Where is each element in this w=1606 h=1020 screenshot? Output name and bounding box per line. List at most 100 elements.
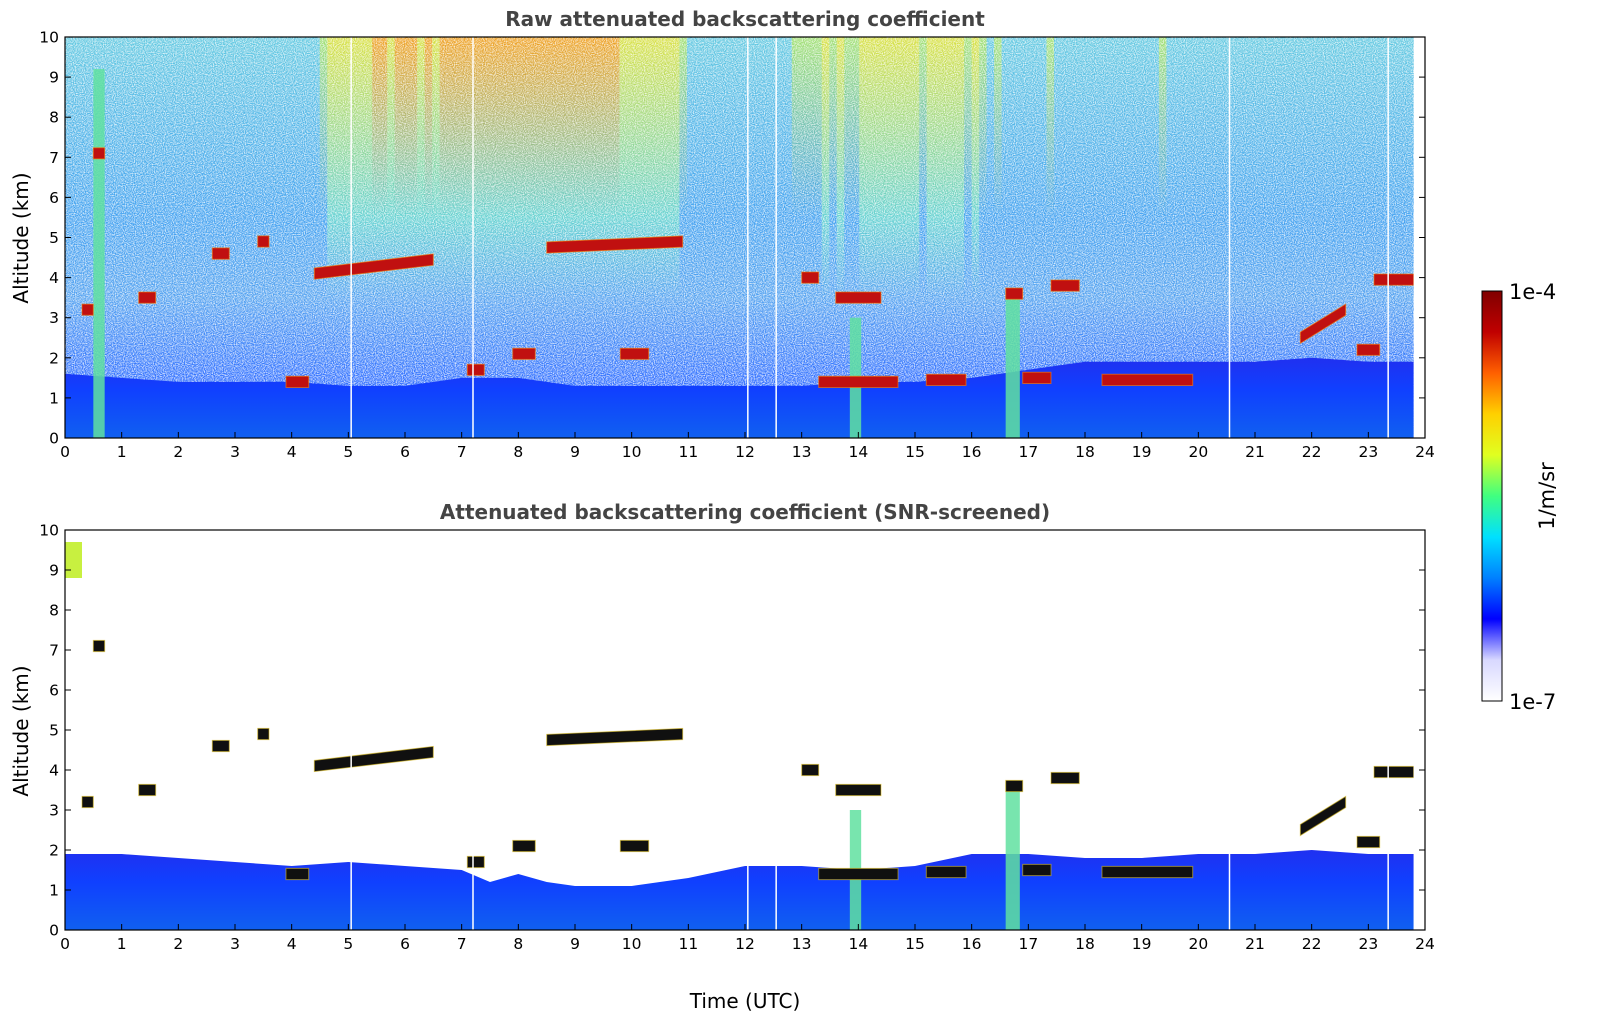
cloud-layer bbox=[314, 253, 434, 280]
cloud-layer-edge bbox=[81, 795, 94, 809]
cloud-layer-edge bbox=[1022, 371, 1052, 384]
top-y-axis: 0 1 2 3 4 5 6 7 8 9 10 bbox=[39, 29, 1425, 448]
x-tick-label: 15 bbox=[905, 443, 925, 461]
cloud-layer-edge bbox=[285, 375, 310, 388]
cloud-layer bbox=[926, 866, 966, 878]
colorbar-gradient bbox=[1481, 290, 1503, 702]
y-tick-label: 2 bbox=[49, 349, 59, 367]
y-tick-label: 8 bbox=[49, 109, 59, 127]
y-tick-label: 6 bbox=[49, 682, 59, 700]
colorbar-min-label: 1e-7 bbox=[1509, 690, 1556, 714]
cloud-layer bbox=[1374, 766, 1414, 778]
x-tick-label: 17 bbox=[1018, 443, 1038, 461]
x-tick-label: 13 bbox=[792, 935, 812, 953]
y-tick-label: 8 bbox=[49, 602, 59, 620]
cloud-layer-edge bbox=[925, 865, 967, 879]
cloud-layer bbox=[818, 376, 898, 388]
cloud-layer bbox=[257, 728, 269, 740]
x-tick-label: 5 bbox=[343, 443, 353, 461]
cloud-layer-edge bbox=[92, 147, 106, 160]
y-tick-label: 10 bbox=[39, 29, 59, 47]
cloud-layer-edge bbox=[818, 867, 899, 881]
x-tick-label: 23 bbox=[1358, 935, 1378, 953]
y-tick-label: 7 bbox=[49, 149, 59, 167]
cloud-layer-edge bbox=[801, 763, 820, 777]
cloud-layer bbox=[835, 784, 881, 796]
x-tick-label: 18 bbox=[1075, 935, 1095, 953]
cloud-layer-edge bbox=[138, 291, 157, 304]
x-tick-label: 21 bbox=[1245, 443, 1265, 461]
cloud-layer bbox=[82, 796, 94, 808]
cloud-layer-edge bbox=[546, 235, 684, 254]
y-tick-label: 6 bbox=[49, 189, 59, 207]
y-tick-label: 1 bbox=[49, 882, 59, 900]
cloud-layer-edge bbox=[257, 235, 270, 248]
bottom-x-axis: 0 1 2 3 4 5 6 7 8 9 10 11 12 13 14 15 16 17 18 19 20 21 22 23 24 bbox=[60, 924, 1435, 953]
x-tick-label: 4 bbox=[287, 935, 297, 953]
cloud-layer bbox=[138, 784, 156, 796]
x-tick-label: 6 bbox=[400, 935, 410, 953]
cloud-layer-edge bbox=[925, 373, 967, 386]
y-tick-label: 10 bbox=[39, 522, 59, 540]
cloud-layer bbox=[1300, 796, 1346, 836]
cloud-layer-edge bbox=[313, 745, 434, 773]
x-tick-label: 3 bbox=[230, 935, 240, 953]
x-tick-label: 20 bbox=[1188, 443, 1208, 461]
cloud-layer bbox=[1102, 374, 1193, 386]
x-tick-label: 8 bbox=[513, 443, 523, 461]
x-tick-label: 20 bbox=[1188, 935, 1208, 953]
y-tick-label: 9 bbox=[49, 562, 59, 580]
cloud-layer-edge bbox=[1101, 373, 1194, 386]
cloud-layer bbox=[1357, 836, 1380, 848]
cloud-layer bbox=[1005, 288, 1023, 300]
cloud-layer bbox=[1051, 280, 1080, 292]
y-tick-label: 7 bbox=[49, 642, 59, 660]
cloud-layer bbox=[546, 728, 683, 746]
x-tick-label: 10 bbox=[622, 443, 642, 461]
boundary-layer bbox=[65, 357, 1414, 438]
cloud-layer-edge bbox=[1050, 771, 1080, 785]
x-tick-label: 9 bbox=[570, 935, 580, 953]
x-tick-label: 14 bbox=[848, 935, 868, 953]
cloud-layer bbox=[212, 740, 230, 752]
x-tick-label: 11 bbox=[678, 935, 698, 953]
y-tick-label: 2 bbox=[49, 842, 59, 860]
cloud-layer-edge bbox=[801, 271, 820, 284]
x-tick-label: 15 bbox=[905, 935, 925, 953]
cloud-layer-edge bbox=[1299, 303, 1347, 345]
x-tick-label: 2 bbox=[173, 443, 183, 461]
cloud-layer bbox=[467, 364, 485, 376]
cloud-layer-edge bbox=[257, 727, 270, 741]
cloud-layer-edge bbox=[92, 639, 106, 653]
y-tick-label: 4 bbox=[49, 269, 59, 287]
x-tick-label: 10 bbox=[622, 935, 642, 953]
x-tick-label: 9 bbox=[570, 443, 580, 461]
screened-backscatter-panel: Attenuated backscattering coefficient (S… bbox=[9, 500, 1435, 1013]
x-tick-label: 0 bbox=[60, 443, 70, 461]
aerosol-plume bbox=[1005, 289, 1020, 438]
x-tick-label: 7 bbox=[457, 935, 467, 953]
top-x-axis: 0 1 2 3 4 5 6 7 8 9 10 11 12 13 14 15 16 17 18 19 20 21 22 23 24 bbox=[60, 432, 1435, 461]
cloud-layer-edge bbox=[1022, 863, 1052, 877]
x-tick-label: 14 bbox=[848, 443, 868, 461]
bottom-plot-area bbox=[64, 529, 1426, 931]
cloud-layer-edge bbox=[835, 291, 882, 304]
x-tick-label: 19 bbox=[1132, 443, 1152, 461]
cloud-layer bbox=[1022, 372, 1051, 384]
cloud-layer bbox=[286, 868, 309, 880]
cloud-layer-edge bbox=[512, 347, 536, 360]
top-plot-area bbox=[64, 36, 1426, 439]
x-tick-label: 1 bbox=[117, 443, 127, 461]
cloud-layer bbox=[620, 840, 649, 852]
y-tick-label: 1 bbox=[49, 389, 59, 407]
x-tick-label: 21 bbox=[1245, 935, 1265, 953]
cloud-layer-edge bbox=[466, 363, 485, 376]
cloud-layer bbox=[286, 376, 309, 388]
aerosol-plume bbox=[93, 69, 105, 438]
x-tick-label: 22 bbox=[1302, 443, 1322, 461]
cloud-layer bbox=[1005, 780, 1023, 792]
cloud-layer bbox=[1357, 344, 1380, 356]
cloud-layer bbox=[1374, 274, 1414, 286]
y-tick-label: 3 bbox=[49, 309, 59, 327]
x-tick-label: 1 bbox=[117, 935, 127, 953]
